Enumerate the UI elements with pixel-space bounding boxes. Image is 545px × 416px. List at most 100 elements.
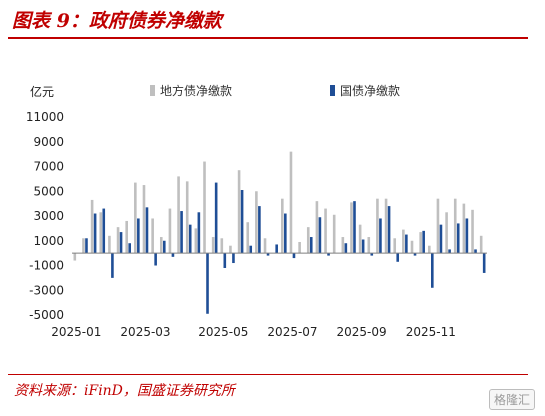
bar-local-bond	[142, 185, 146, 254]
bar-treasury-bond	[214, 182, 218, 254]
legend-swatch	[330, 85, 335, 96]
bar-local-bond	[90, 199, 94, 254]
bar-treasury-bond	[275, 244, 278, 254]
y-tick-label: -5000	[29, 308, 64, 322]
bar-local-bond	[410, 240, 414, 254]
bar-treasury-bond	[258, 206, 261, 254]
bar-local-bond	[479, 235, 483, 254]
bar-local-bond	[168, 208, 172, 254]
bar-treasury-bond	[422, 230, 425, 254]
x-tick-label: 2025-01	[51, 325, 101, 339]
bar-treasury-bond	[361, 239, 365, 254]
bar-treasury-bond	[249, 245, 253, 254]
bar-treasury-bond	[370, 253, 374, 256]
x-axis: 2025-01 2025-03 2025-05 2025-07 2025-09 2025-…	[51, 252, 487, 339]
bar-local-bond	[402, 229, 405, 254]
bar-local-bond	[263, 238, 267, 254]
bar-treasury-bond	[292, 253, 296, 259]
bar-local-bond	[428, 245, 431, 254]
bar-local-bond	[73, 253, 77, 261]
y-axis: 11000 9000 7000 5000 3000 1000 -1000 -3000 -5000	[26, 110, 64, 322]
bar-treasury-bond	[318, 217, 322, 254]
bar-treasury-bond	[327, 253, 330, 256]
bar-treasury-bond	[379, 218, 382, 254]
bar-treasury-bond	[111, 253, 114, 278]
y-tick-label: -3000	[29, 283, 64, 297]
bar-treasury-bond	[353, 201, 356, 254]
bar-local-bond	[99, 212, 103, 254]
y-axis-unit-label: 亿元	[30, 84, 54, 99]
bar-treasury-bond	[128, 243, 131, 254]
bar-local-bond	[324, 208, 327, 254]
bar-local-bond	[376, 198, 379, 254]
bar-treasury-bond	[284, 213, 287, 254]
bar-treasury-bond	[465, 218, 469, 254]
bar-local-bond	[341, 237, 345, 254]
bar-treasury-bond	[197, 212, 201, 254]
bar-local-bond	[445, 212, 448, 254]
bar-treasury-bond	[145, 207, 149, 254]
bar-local-bond	[332, 214, 336, 254]
source-divider	[8, 374, 528, 375]
bar-local-bond	[134, 182, 137, 254]
bar-treasury-bond	[413, 253, 417, 256]
bar-series	[73, 151, 486, 314]
bar-treasury-bond	[439, 224, 443, 254]
bar-local-bond	[367, 237, 371, 254]
bar-treasury-bond	[431, 253, 434, 288]
bar-local-bond	[462, 203, 466, 254]
legend-swatch	[150, 85, 155, 96]
bar-local-bond	[116, 227, 120, 254]
bar-local-bond	[185, 181, 189, 254]
bar-local-bond	[177, 176, 180, 254]
bar-chart: 地方债净缴款 国债净缴款 亿元 11000 9000 7000 5000 3000 1000…	[26, 83, 487, 339]
bar-treasury-bond	[171, 253, 175, 257]
bar-local-bond	[289, 151, 293, 254]
y-tick-label: 3000	[33, 209, 64, 223]
bar-treasury-bond	[206, 253, 209, 314]
bar-treasury-bond	[309, 237, 313, 254]
title-divider	[8, 37, 528, 39]
bar-local-bond	[306, 227, 310, 254]
bar-treasury-bond	[448, 249, 451, 254]
source-note: 资料来源：iFinD，国盛证券研究所	[14, 383, 235, 399]
bar-local-bond	[82, 238, 85, 254]
bar-treasury-bond	[188, 224, 192, 254]
x-tick-label: 2025-03	[120, 325, 170, 339]
bar-local-bond	[211, 237, 215, 254]
bar-treasury-bond	[266, 253, 270, 256]
bar-treasury-bond	[93, 213, 97, 254]
bar-local-bond	[358, 224, 362, 254]
watermark-logo: 格隆汇	[488, 389, 535, 410]
y-tick-label: 5000	[33, 184, 64, 198]
bar-treasury-bond	[119, 232, 123, 254]
bar-treasury-bond	[396, 253, 400, 262]
bar-local-bond	[237, 170, 241, 254]
bar-treasury-bond	[154, 253, 157, 266]
bar-local-bond	[159, 237, 163, 254]
bar-treasury-bond	[344, 243, 348, 254]
bar-local-bond	[393, 238, 397, 254]
x-tick-label: 2025-09	[337, 325, 387, 339]
chart-legend: 地方债净缴款 国债净缴款	[150, 83, 400, 98]
bar-local-bond	[151, 218, 154, 254]
bar-treasury-bond	[387, 206, 391, 254]
bar-treasury-bond	[85, 238, 88, 254]
y-tick-label: 9000	[33, 135, 64, 149]
bar-local-bond	[125, 220, 128, 254]
figure-title: 图表 9：政府债券净缴款	[12, 10, 222, 32]
bar-local-bond	[108, 235, 111, 254]
legend-label: 地方债净缴款	[160, 83, 232, 98]
bar-local-bond	[315, 201, 319, 254]
bar-treasury-bond	[240, 190, 244, 254]
bar-treasury-bond	[162, 240, 166, 254]
bar-treasury-bond	[482, 253, 486, 273]
bar-treasury-bond	[405, 234, 408, 254]
bar-treasury-bond	[474, 249, 477, 254]
bar-treasury-bond	[180, 211, 183, 254]
bar-treasury-bond	[232, 253, 235, 264]
bar-treasury-bond	[137, 218, 140, 254]
legend-label: 国债净缴款	[340, 83, 400, 98]
bar-treasury-bond	[223, 253, 227, 268]
bar-local-bond	[194, 228, 198, 254]
